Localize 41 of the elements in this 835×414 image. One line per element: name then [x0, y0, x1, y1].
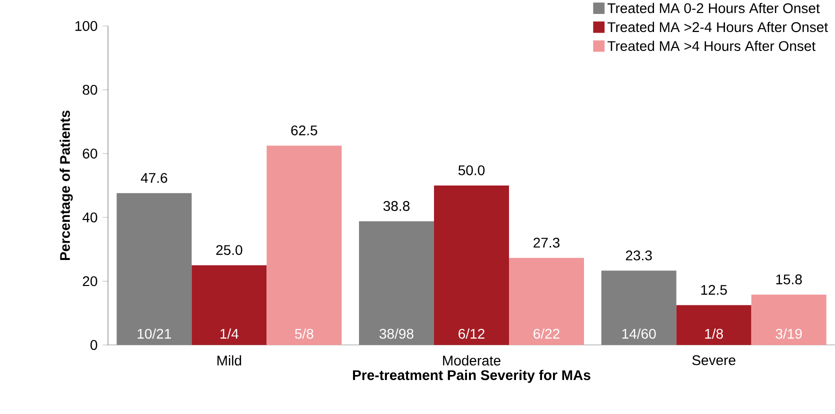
legend-label: Treated MA 0-2 Hours After Onset	[608, 2, 820, 14]
bar	[266, 146, 342, 345]
y-tick-label: 80	[82, 84, 98, 95]
bar	[116, 193, 192, 345]
annotation: 38/98	[380, 328, 414, 339]
annotation: 14/60	[622, 328, 656, 339]
data-label: 50.0	[458, 165, 485, 176]
annotation: 10/21	[138, 328, 171, 339]
x-axis-title: Pre-treatment Pain Severity for MAs	[353, 370, 590, 383]
annotation: 6/22	[534, 328, 560, 339]
y-tick-label: 60	[82, 148, 98, 159]
x-tick-label: Severe	[692, 355, 736, 366]
data-label: 62.5	[291, 125, 318, 136]
y-tick-label: 100	[75, 21, 98, 31]
data-label: 25.0	[216, 245, 242, 255]
legend-label: Treated MA >4 Hours After Onset	[608, 40, 816, 52]
y-tick-label: 40	[82, 212, 98, 222]
bar	[601, 270, 676, 345]
data-label: 15.8	[776, 274, 802, 284]
bar	[751, 294, 826, 345]
x-tick-label: Mild	[217, 355, 242, 366]
data-label: 47.6	[140, 172, 168, 183]
annotation: 3/19	[776, 328, 802, 339]
bar	[676, 305, 752, 345]
data-label: 12.5	[701, 284, 727, 295]
legend-label: Treated MA >2-4 Hours After Onset	[608, 22, 828, 32]
bar	[509, 258, 584, 345]
annotation: 1/4	[220, 328, 238, 339]
bar	[192, 265, 267, 345]
annotation: 1/8	[705, 328, 723, 339]
annotation: 6/12	[458, 328, 484, 339]
data-label: 38.8	[383, 201, 410, 211]
bar	[359, 221, 434, 345]
data-label: 23.3	[626, 250, 652, 260]
y-tick-label: 20	[82, 276, 98, 286]
bar	[434, 186, 510, 345]
y-tick-label: 0	[90, 340, 98, 350]
y-axis-title: Percentage of Patients	[60, 110, 73, 260]
data-label: 27.3	[534, 238, 560, 248]
x-tick-label: Moderate	[443, 355, 500, 366]
annotation: 5/8	[295, 328, 314, 339]
